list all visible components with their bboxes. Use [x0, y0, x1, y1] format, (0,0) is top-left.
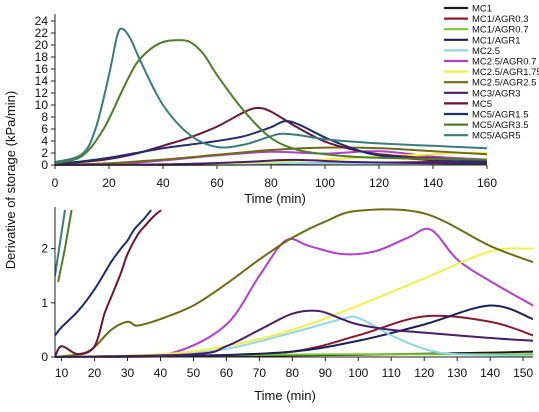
bottom-x-tick-label: 40 — [154, 366, 168, 380]
bottom-y-ticks: 0 1 2 — [41, 242, 55, 364]
top-series-mc5-agr5 — [55, 27, 487, 163]
bottom-series-mc1-agr1 — [55, 304, 533, 358]
top-y-tick-label: 6 — [41, 122, 48, 136]
top-y-tick-label: 24 — [35, 14, 49, 28]
bottom-x-tick-label: 10 — [55, 366, 69, 380]
top-series-mc5-agr3-5 — [55, 39, 487, 165]
bottom-x-tick-label: 90 — [319, 366, 333, 380]
top-x-tick-label: 60 — [210, 176, 224, 190]
bottom-x-tick-label: 30 — [121, 366, 135, 380]
top-x-tick-label: 0 — [52, 176, 59, 190]
bottom-x-tick-label: 130 — [447, 366, 467, 380]
top-x-tick-label: 160 — [477, 176, 497, 190]
top-x-ticks: 0 20 40 60 80 100 120 140 160 — [52, 165, 497, 190]
bottom-series-mc5-agr1-5 — [55, 209, 152, 337]
top-y-tick-label: 8 — [41, 110, 48, 124]
legend-label-mc5-agr5: MC5/AGR5 — [472, 131, 521, 142]
bottom-y-tick-label: 2 — [41, 242, 48, 256]
bottom-x-tick-label: 120 — [414, 366, 434, 380]
legend-label-mc3-agr3: MC3/AGR3 — [472, 88, 521, 99]
bottom-x-tick-label: 140 — [480, 366, 500, 380]
top-series-group — [55, 27, 487, 166]
bottom-y-tick-label: 1 — [41, 296, 48, 310]
legend-label-mc2-5: MC2.5 — [472, 46, 500, 57]
top-series-mc5-agr1-5 — [55, 120, 487, 165]
bottom-series-mc2-5-agr0-7 — [55, 227, 533, 358]
bottom-x-tick-label: 50 — [187, 366, 201, 380]
legend-label-mc5: MC5 — [472, 99, 492, 110]
bottom-x-tick-label: 70 — [253, 366, 267, 380]
legend-label-mc2-5-agr0-7: MC2.5/AGR0.7 — [472, 57, 536, 68]
top-x-tick-label: 40 — [156, 176, 170, 190]
legend-label-mc2-5-agr2-5: MC2.5/AGR2.5 — [472, 78, 536, 89]
top-x-axis-label: Time (min) — [244, 191, 306, 206]
legend-label-mc1: MC1 — [472, 4, 492, 15]
bottom-series-mc2-5-agr1-75 — [55, 247, 533, 358]
legend-label-mc1-agr0-7: MC1/AGR0.7 — [472, 25, 529, 36]
legend-label-mc1-agr0-3: MC1/AGR0.3 — [472, 14, 529, 25]
bottom-x-axis-label: Time (min) — [254, 388, 316, 403]
top-panel: 0 20 40 60 80 100 120 140 160 024681012141618202… — [35, 14, 497, 206]
top-series-mc2-5-agr0-7 — [55, 150, 487, 166]
top-series-mc2-5-agr2-5 — [55, 146, 487, 166]
bottom-x-tick-label: 150 — [513, 366, 533, 380]
legend-label-mc2-5-agr1-75: MC2.5/AGR1.75 — [472, 67, 539, 78]
bottom-y-tick-label: 0 — [41, 350, 48, 364]
bottom-x-tick-label: 80 — [286, 366, 300, 380]
y-axis-label: Derivative of storage (kPa/min) — [3, 91, 18, 269]
top-y-tick-label: 12 — [35, 86, 49, 100]
top-x-tick-label: 80 — [264, 176, 278, 190]
top-y-tick-label: 4 — [41, 134, 48, 148]
top-y-tick-label: 14 — [35, 74, 49, 88]
top-y-tick-label: 10 — [35, 98, 49, 112]
top-y-tick-label: 18 — [35, 50, 49, 64]
bottom-panel: 10 20 30 40 50 60 70 80 90 100 110 120 130 140 150 0 1 2… — [41, 207, 533, 403]
legend-label-mc1-agr1: MC1/AGR1 — [472, 35, 521, 46]
top-x-tick-label: 120 — [369, 176, 389, 190]
bottom-x-tick-label: 110 — [382, 366, 401, 380]
top-y-tick-label: 2 — [41, 146, 48, 160]
bottom-series-mc5 — [55, 209, 162, 358]
bottom-series-mc2-5-agr2-5 — [55, 208, 533, 358]
bottom-series-group — [55, 208, 533, 358]
top-y-tick-label: 22 — [35, 26, 49, 40]
bottom-series-mc5-agr5 — [55, 209, 66, 277]
bottom-series-mc3-agr3 — [55, 309, 533, 358]
bottom-x-tick-label: 20 — [88, 366, 102, 380]
top-x-tick-label: 100 — [315, 176, 335, 190]
bottom-x-tick-label: 100 — [348, 366, 368, 380]
top-x-tick-label: 140 — [423, 176, 443, 190]
legend-label-mc5-agr1-5: MC5/AGR1.5 — [472, 110, 529, 121]
top-y-tick-label: 16 — [35, 62, 49, 76]
top-x-tick-label: 20 — [102, 176, 116, 190]
legend: MC1MC1/AGR0.3MC1/AGR0.7MC1/AGR1MC2.5MC2.… — [444, 4, 539, 142]
top-y-tick-label: 20 — [35, 38, 49, 52]
top-y-tick-label: 0 — [41, 158, 48, 172]
bottom-series-mc5-agr3-5 — [57, 209, 73, 283]
legend-label-mc5-agr3-5: MC5/AGR3.5 — [472, 120, 529, 131]
bottom-x-ticks: 10 20 30 40 50 60 70 80 90 100 110 120 130 140 150 — [55, 357, 533, 380]
bottom-x-tick-label: 60 — [220, 366, 234, 380]
